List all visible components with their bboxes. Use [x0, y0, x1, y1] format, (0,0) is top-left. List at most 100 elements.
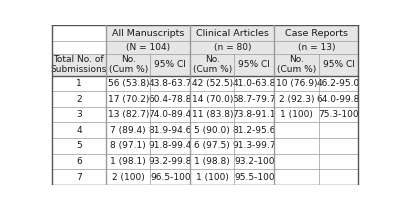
Text: 81.9-94.6: 81.9-94.6 [149, 126, 192, 135]
Text: Clinical Articles: Clinical Articles [196, 28, 269, 38]
Text: 13 (82.7): 13 (82.7) [108, 110, 149, 119]
Bar [234, 54, 274, 76]
Bar [234, 91, 274, 107]
Bar [274, 169, 318, 185]
Bar [150, 54, 190, 76]
Bar [106, 107, 150, 123]
Bar [106, 138, 150, 154]
Text: 95.5-100: 95.5-100 [234, 172, 275, 182]
Text: 10 (76.9): 10 (76.9) [276, 79, 317, 88]
Text: Case Reports: Case Reports [285, 28, 348, 38]
Bar [274, 76, 318, 91]
Text: 7 (89.4): 7 (89.4) [110, 126, 146, 135]
Text: 11 (83.8): 11 (83.8) [192, 110, 233, 119]
Text: 91.8-99.4: 91.8-99.4 [149, 141, 192, 150]
Text: 56 (53.8): 56 (53.8) [108, 79, 149, 88]
Bar [106, 76, 150, 91]
Text: 46.2-95.0: 46.2-95.0 [317, 79, 360, 88]
Bar [234, 76, 274, 91]
Text: 42 (52.5): 42 (52.5) [192, 79, 233, 88]
Text: 8 (97.1): 8 (97.1) [110, 141, 146, 150]
Text: 1 (100): 1 (100) [196, 172, 229, 182]
Bar [150, 107, 190, 123]
Bar [190, 41, 274, 54]
Text: 58.7-79.7: 58.7-79.7 [233, 95, 276, 104]
Text: (N = 104): (N = 104) [126, 43, 170, 52]
Text: 95% CI: 95% CI [238, 60, 270, 69]
Bar [234, 169, 274, 185]
Text: 93.2-100: 93.2-100 [234, 157, 275, 166]
Text: 74.0-89.4: 74.0-89.4 [149, 110, 192, 119]
Bar [52, 25, 106, 41]
Text: (n = 80): (n = 80) [214, 43, 251, 52]
Bar [274, 54, 318, 76]
Bar [106, 91, 150, 107]
Bar [150, 123, 190, 138]
Bar [190, 154, 234, 169]
Text: 1 (100): 1 (100) [280, 110, 313, 119]
Text: 2: 2 [76, 95, 82, 104]
Bar [234, 123, 274, 138]
Bar [106, 169, 150, 185]
Bar [274, 123, 318, 138]
Text: All Manuscripts: All Manuscripts [112, 28, 184, 38]
Bar [234, 107, 274, 123]
Text: 60.4-78.8: 60.4-78.8 [149, 95, 192, 104]
Bar [106, 25, 190, 41]
Bar [150, 154, 190, 169]
Bar [52, 76, 106, 91]
Bar [190, 76, 234, 91]
Text: 91.3-99.7: 91.3-99.7 [233, 141, 276, 150]
Bar [150, 76, 190, 91]
Bar [150, 91, 190, 107]
Text: 1 (98.1): 1 (98.1) [110, 157, 146, 166]
Bar [190, 107, 234, 123]
Bar [190, 169, 234, 185]
Bar [52, 138, 106, 154]
Text: 5 (90.0): 5 (90.0) [194, 126, 230, 135]
Text: 75.3-100: 75.3-100 [318, 110, 359, 119]
Text: 73.8-91.1: 73.8-91.1 [233, 110, 276, 119]
Text: No.
(Cum %): No. (Cum %) [277, 55, 316, 74]
Bar [318, 54, 358, 76]
Bar [318, 138, 358, 154]
Bar [318, 107, 358, 123]
Bar [150, 169, 190, 185]
Bar [52, 123, 106, 138]
Bar [106, 123, 150, 138]
Bar [190, 54, 234, 76]
Text: 1 (98.8): 1 (98.8) [194, 157, 230, 166]
Text: 64.0-99.8: 64.0-99.8 [317, 95, 360, 104]
Bar [190, 123, 234, 138]
Text: 41.0-63.8: 41.0-63.8 [233, 79, 276, 88]
Text: 6 (97.5): 6 (97.5) [194, 141, 230, 150]
Text: 1: 1 [76, 79, 82, 88]
Bar [52, 54, 106, 76]
Bar [52, 107, 106, 123]
Text: 6: 6 [76, 157, 82, 166]
Text: 93.2-99.8: 93.2-99.8 [149, 157, 192, 166]
Text: 17 (70.2): 17 (70.2) [108, 95, 149, 104]
Text: (n = 13): (n = 13) [298, 43, 335, 52]
Text: 4: 4 [76, 126, 82, 135]
Bar [318, 91, 358, 107]
Text: 96.5-100: 96.5-100 [150, 172, 191, 182]
Bar [274, 138, 318, 154]
Text: 2 (100): 2 (100) [112, 172, 145, 182]
Text: 7: 7 [76, 172, 82, 182]
Bar [234, 154, 274, 169]
Bar [190, 25, 274, 41]
Bar [274, 91, 318, 107]
Text: 95% CI: 95% CI [154, 60, 186, 69]
Bar [234, 138, 274, 154]
Text: 14 (70.0): 14 (70.0) [192, 95, 233, 104]
Bar [52, 169, 106, 185]
Text: 3: 3 [76, 110, 82, 119]
Text: Total No. of
Submissions: Total No. of Submissions [51, 55, 107, 74]
Text: 2 (92.3): 2 (92.3) [279, 95, 314, 104]
Bar [150, 138, 190, 154]
Bar [106, 154, 150, 169]
Bar [274, 107, 318, 123]
Bar [274, 41, 358, 54]
Text: 43.8-63.7: 43.8-63.7 [149, 79, 192, 88]
